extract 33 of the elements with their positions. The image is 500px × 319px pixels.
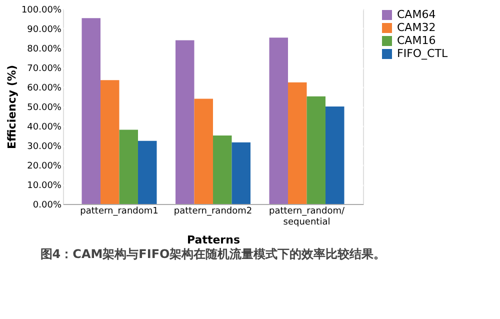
bar xyxy=(213,136,232,204)
bar xyxy=(326,106,344,204)
bar xyxy=(138,140,157,204)
legend-label: FIFO_CTL xyxy=(397,47,448,60)
x-tick-label: pattern_random1 xyxy=(80,206,158,216)
bar xyxy=(269,38,288,204)
y-axis-title: Efficiency (%) xyxy=(5,65,18,149)
bar xyxy=(176,40,194,204)
y-tick-label: 70.00% xyxy=(27,64,62,74)
bar xyxy=(82,18,100,204)
bar xyxy=(100,80,120,204)
y-tick-label: 20.00% xyxy=(27,162,62,172)
y-tick-label: 40.00% xyxy=(27,122,62,132)
bar xyxy=(306,96,326,204)
y-tick-label: 60.00% xyxy=(27,84,62,94)
bar xyxy=(232,142,250,204)
legend-label: CAM16 xyxy=(397,34,436,47)
y-tick-label: 30.00% xyxy=(27,142,62,152)
y-tick-label: 0.00% xyxy=(32,200,62,210)
y-tick-label: 10.00% xyxy=(27,181,62,191)
bar xyxy=(194,98,213,204)
y-tick-label: 90.00% xyxy=(27,25,62,35)
y-tick-label: 80.00% xyxy=(27,44,62,54)
caption: 图4：CAM架构与FIFO架构在随机流量模式下的效率比较结果。 xyxy=(40,247,386,261)
y-tick-label: 100.00% xyxy=(21,6,62,16)
x-tick-label: pattern_random/ sequential xyxy=(268,206,346,228)
y-tick-label: 50.00% xyxy=(27,103,62,113)
bar xyxy=(119,130,138,204)
legend-label: CAM32 xyxy=(397,21,436,34)
x-axis-title: Patterns xyxy=(187,234,240,246)
x-tick-label: pattern_random2 xyxy=(174,206,252,216)
legend-label: CAM64 xyxy=(397,8,436,21)
bar xyxy=(288,82,307,204)
